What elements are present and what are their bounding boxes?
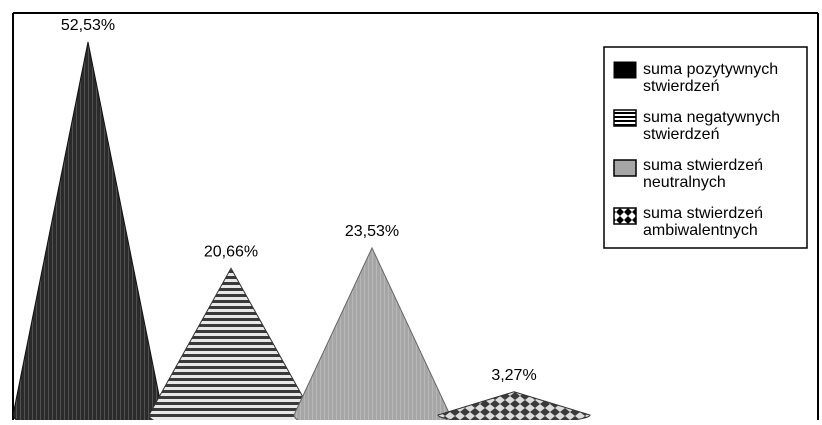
legend-label-ambivalent-line1: suma stwierdzeń [643, 205, 763, 222]
legend-swatch-positive [613, 61, 637, 79]
legend-label-negative-line2: stwierdzeń [643, 126, 719, 143]
cones-layer [13, 41, 591, 425]
legend-label-negative-line1: suma negatywnych [643, 109, 780, 126]
legend-swatch-ambivalent [613, 207, 637, 225]
legend-label-ambivalent-line2: ambiwalentnych [643, 222, 758, 239]
legend-swatch-negative [613, 109, 637, 127]
cone-positive [13, 41, 164, 425]
legend: suma pozytywnych stwierdzeń suma negatyw… [603, 46, 808, 249]
legend-item-negative: suma negatywnych stwierdzeń [613, 109, 780, 143]
legend-item-neutral: suma stwierdzeń neutralnych [613, 157, 763, 191]
legend-item-positive: suma pozytywnych stwierdzeń [613, 61, 778, 95]
value-label-ambivalent: 3,27% [491, 367, 536, 384]
value-label-neutral: 23,53% [345, 223, 399, 240]
value-labels-layer: 52,53% 20,66% 23,53% 3,27% [61, 17, 537, 384]
legend-label-positive-line2: stwierdzeń [643, 78, 719, 95]
cone-neutral [293, 246, 451, 425]
value-label-negative: 20,66% [204, 243, 258, 260]
cone-negative [148, 267, 314, 425]
legend-box [603, 46, 808, 249]
legend-item-ambivalent: suma stwierdzeń ambiwalentnych [613, 205, 763, 239]
value-label-positive: 52,53% [61, 17, 115, 34]
cone-ambivalent [437, 391, 591, 424]
legend-swatch-neutral [613, 159, 637, 177]
legend-label-neutral-line2: neutralnych [643, 174, 726, 191]
legend-label-neutral-line1: suma stwierdzeń [643, 157, 763, 174]
legend-label-positive-line1: suma pozytywnych [643, 61, 778, 78]
plot-frame [12, 12, 819, 420]
